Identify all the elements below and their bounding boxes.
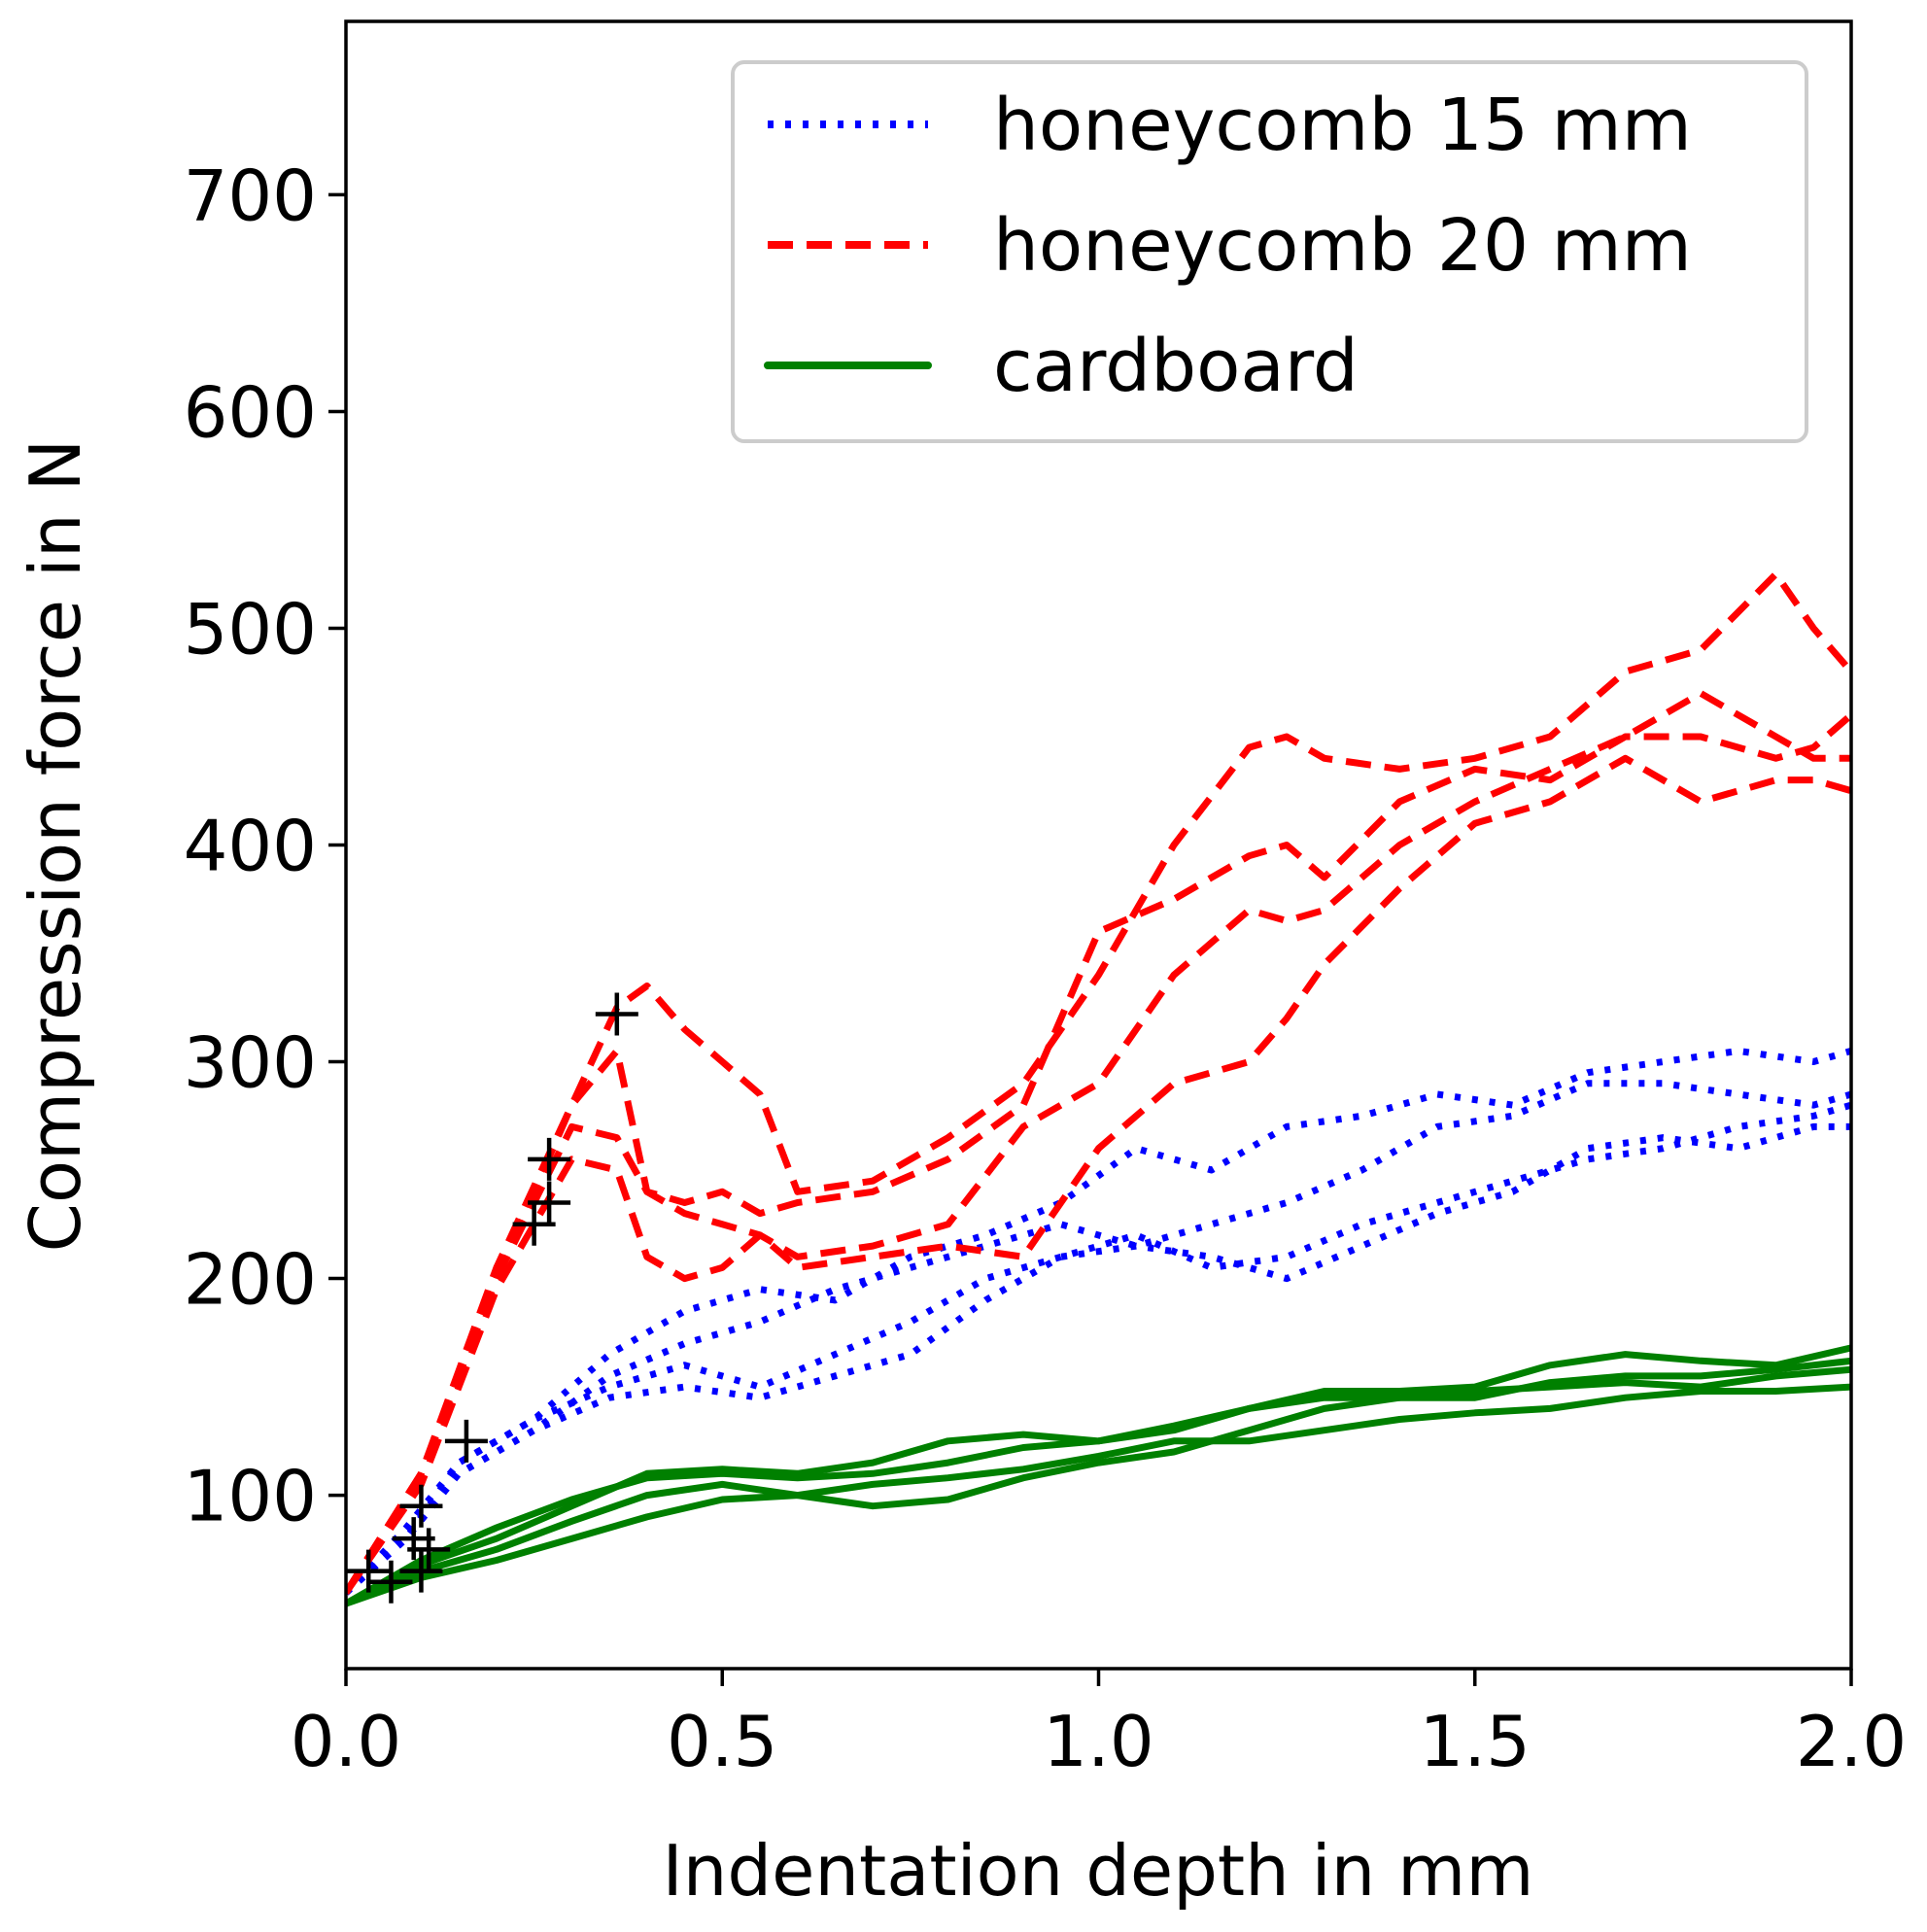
x-tick-label: 0.0 xyxy=(291,1701,402,1782)
series-line-12 xyxy=(346,1383,1851,1607)
series-line-11 xyxy=(346,1365,1851,1607)
y-tick-label: 300 xyxy=(184,1022,317,1104)
x-tick-label: 2.0 xyxy=(1796,1701,1908,1782)
legend-label-3: cardboard xyxy=(993,325,1359,408)
marker-plus-6 xyxy=(407,1528,451,1571)
series-line-8 xyxy=(346,754,1851,1595)
y-tick-label: 500 xyxy=(184,588,317,670)
marker-plus-4 xyxy=(399,1549,443,1593)
legend-label-1: honeycomb 15 mm xyxy=(993,84,1692,167)
legend-box xyxy=(731,60,1808,443)
y-tick-label: 600 xyxy=(184,371,317,453)
x-tick-label: 1.0 xyxy=(1043,1701,1154,1782)
legend-label-2: honeycomb 20 mm xyxy=(993,204,1692,288)
y-tick-label: 400 xyxy=(184,806,317,887)
legend: honeycomb 15 mm honeycomb 20 mm cardboard xyxy=(731,60,1808,443)
x-tick-label: 1.5 xyxy=(1419,1701,1531,1782)
marker-plus-5 xyxy=(399,1484,443,1528)
series-line-10 xyxy=(346,1357,1851,1607)
marker-plus-7 xyxy=(444,1419,488,1463)
y-axis: 100 200 300 400 500 600 700 xyxy=(184,155,346,1537)
y-tick-label: 700 xyxy=(184,155,317,236)
series-line-5 xyxy=(346,570,1851,1595)
series-line-1 xyxy=(346,1047,1851,1596)
x-tick-label: 0.5 xyxy=(667,1701,778,1782)
y-tick-label: 200 xyxy=(184,1239,317,1321)
series-line-7 xyxy=(346,689,1851,1595)
plot-series-group xyxy=(346,570,1851,1607)
marker-plus-8 xyxy=(512,1202,556,1246)
marker-plus-10 xyxy=(528,1137,571,1181)
marker-plus-9 xyxy=(528,1181,571,1225)
x-axis-label: Indentation depth in mm xyxy=(663,1830,1534,1912)
y-tick-label: 100 xyxy=(184,1456,317,1537)
x-axis: 0.0 0.5 1.0 1.5 2.0 xyxy=(291,1669,1908,1782)
marker-plus-1 xyxy=(347,1549,391,1593)
y-axis-label: Compression force in N xyxy=(15,439,96,1253)
marker-plus-2 xyxy=(369,1560,413,1604)
marker-plus-11 xyxy=(595,992,638,1036)
marker-group xyxy=(347,992,638,1604)
series-line-3 xyxy=(346,1101,1851,1596)
series-line-4 xyxy=(346,1122,1851,1596)
